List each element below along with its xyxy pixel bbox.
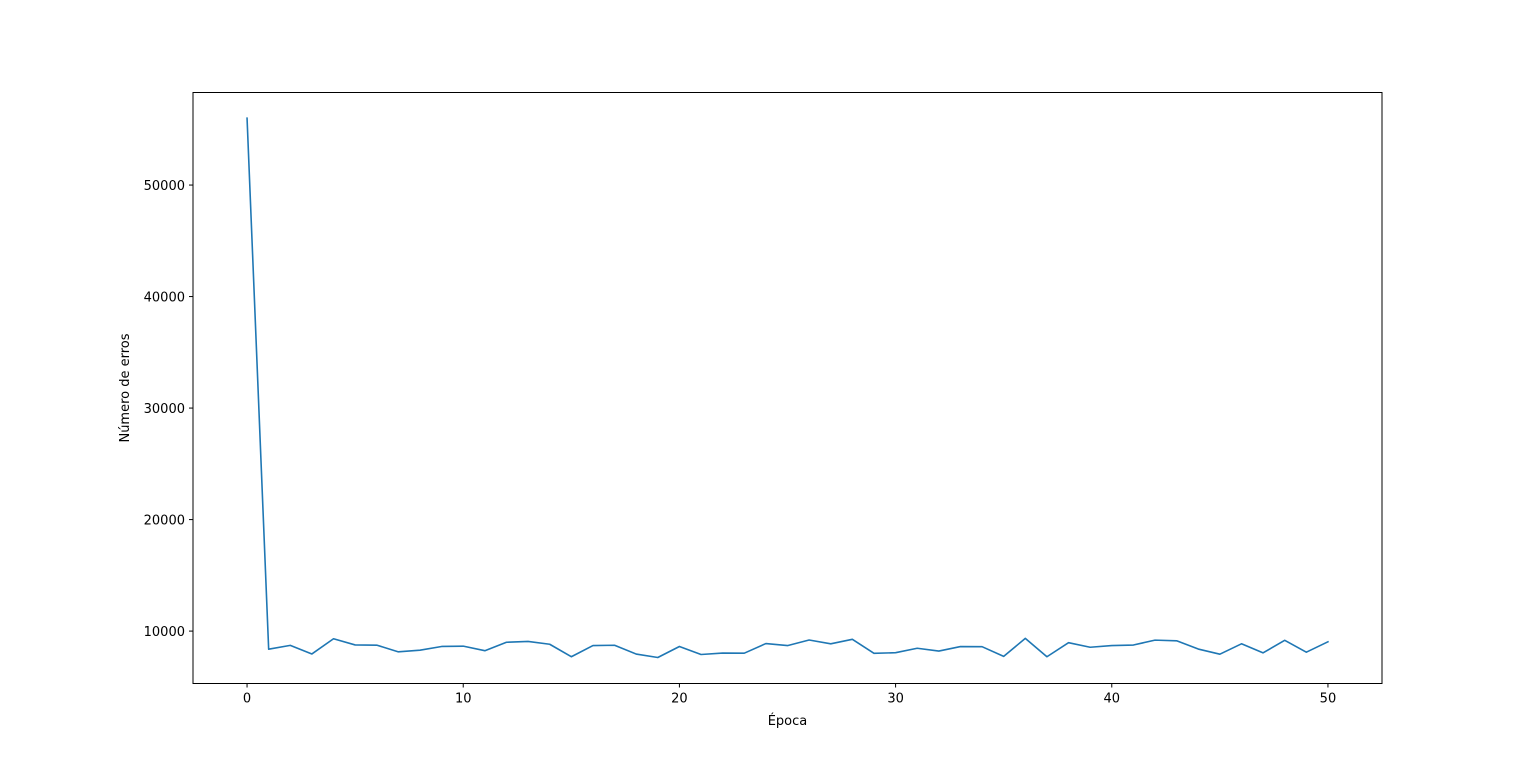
x-tick-label: 50 <box>1320 692 1337 707</box>
x-axis-label: Época <box>768 713 808 729</box>
x-tick-label: 0 <box>243 692 251 707</box>
y-tick-label: 40000 <box>144 291 185 306</box>
x-tick-label: 40 <box>1103 692 1120 707</box>
y-tick-label: 20000 <box>144 514 185 529</box>
x-tick-label: 10 <box>455 692 472 707</box>
plot-frame <box>192 92 1383 684</box>
series-line <box>246 117 1330 659</box>
y-tick-label: 30000 <box>144 402 185 417</box>
x-tick-label: 20 <box>671 692 688 707</box>
x-axis-ticks: 0 10 20 30 40 50 <box>243 683 1337 707</box>
x-tick-label: 30 <box>887 692 904 707</box>
y-tick-label: 50000 <box>144 179 185 194</box>
y-axis-ticks: 10000 20000 30000 40000 50000 <box>144 179 193 640</box>
y-tick-label: 10000 <box>144 625 185 640</box>
y-axis-label: Número de erros <box>118 333 133 442</box>
